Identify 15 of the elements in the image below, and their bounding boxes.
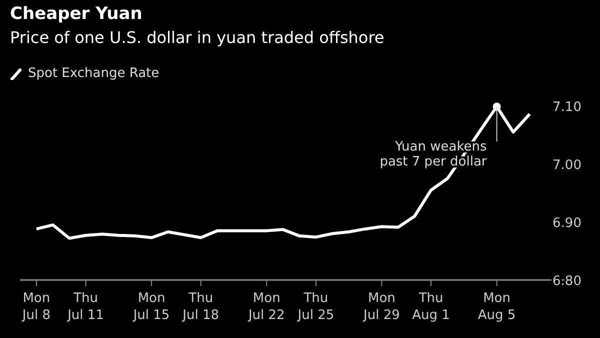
x-tick-label: Thu Jul 25 bbox=[296, 291, 334, 323]
x-tick-label: Mon Jul 15 bbox=[132, 291, 170, 323]
y-tick-label: 7.10 bbox=[552, 100, 582, 115]
chart-subtitle: Price of one U.S. dollar in yuan traded offshore bbox=[10, 28, 384, 47]
legend-label: Spot Exchange Rate bbox=[27, 66, 160, 81]
x-tick-label: Mon Aug 5 bbox=[478, 291, 516, 323]
x-tick-label: Thu Aug 1 bbox=[412, 291, 450, 323]
y-tick-label: 6.90 bbox=[552, 216, 582, 231]
x-tick-label: Mon Jul 29 bbox=[362, 291, 400, 323]
x-tick-label: Thu Jul 18 bbox=[182, 291, 220, 323]
x-tick-label: Mon Jul 8 bbox=[21, 291, 50, 323]
x-tick-label: Thu Jul 11 bbox=[66, 291, 104, 323]
chart-title: Cheaper Yuan bbox=[10, 4, 142, 24]
y-tick-label: 7.00 bbox=[552, 158, 582, 173]
x-tick-label: Mon Jul 22 bbox=[247, 291, 285, 323]
